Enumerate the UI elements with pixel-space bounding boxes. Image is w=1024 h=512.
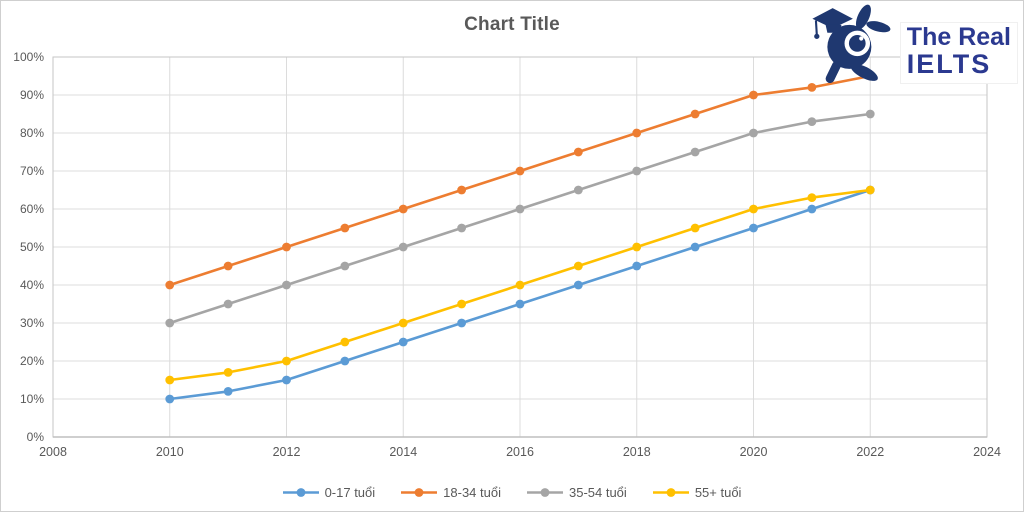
data-point-0-17-tu-i-2011 [223, 387, 233, 396]
data-point-55plus-tu-i-2010 [165, 375, 175, 385]
data-point-18-34-tu-i-2020 [749, 90, 758, 100]
data-point-55plus-tu-i-2019 [690, 223, 700, 233]
brand-name-line2: IELTS [906, 49, 992, 80]
mascot-rabbit-icon [812, 4, 891, 84]
data-point-35-54-tu-i-2012 [282, 280, 291, 290]
data-point-55plus-tu-i-2016 [515, 280, 525, 290]
data-point-35-54-tu-i-2016 [515, 204, 525, 214]
data-point-35-54-tu-i-2020 [749, 128, 758, 138]
x-axis-tick-labels: 2008 2010 2012 2014 2016 2018 2020 2022 2024 [39, 445, 1001, 459]
data-point-35-54-tu-i-2021 [807, 117, 817, 126]
brand-name-line1: The Real [906, 23, 1011, 51]
data-point-0-17-tu-i-2015 [457, 318, 467, 328]
x-tick-label: 2020 [740, 445, 768, 459]
x-tick-label: 2016 [506, 445, 534, 459]
legend-item-18-34-tu-i[interactable]: 18-34 tuổi [401, 485, 501, 500]
gridlines [53, 56, 987, 437]
y-tick-label: 60% [20, 202, 44, 216]
data-point-35-54-tu-i-2010 [165, 318, 175, 328]
data-point-18-34-tu-i-2015 [457, 185, 467, 195]
data-point-0-17-tu-i-2017 [573, 280, 583, 290]
data-point-35-54-tu-i-2019 [690, 147, 700, 157]
x-tick-label: 2014 [389, 445, 417, 459]
data-point-0-17-tu-i-2013 [340, 356, 350, 366]
data-point-35-54-tu-i-2011 [223, 299, 233, 309]
brand-logo: The Real IELTS [806, 2, 1018, 90]
chart-title: Chart Title [464, 14, 560, 35]
x-tick-label: 2010 [156, 445, 184, 459]
data-point-0-17-tu-i-2019 [690, 242, 700, 252]
series-55plus-tu-i [165, 185, 875, 385]
data-point-55plus-tu-i-2012 [282, 356, 291, 366]
data-point-55plus-tu-i-2011 [223, 368, 233, 377]
data-point-18-34-tu-i-2017 [573, 147, 583, 157]
data-point-55plus-tu-i-2017 [573, 261, 583, 271]
y-tick-label: 40% [20, 278, 44, 292]
data-point-18-34-tu-i-2011 [223, 261, 233, 271]
data-point-35-54-tu-i-2018 [632, 166, 642, 176]
y-tick-label: 20% [20, 354, 44, 368]
data-point-55plus-tu-i-2022 [865, 185, 875, 195]
brand-logo-text: The Real IELTS [899, 22, 1018, 84]
series-35-54-tu-i [165, 109, 875, 328]
legend-label-0-17-tu-i: 0-17 tuổi [324, 485, 376, 500]
data-point-18-34-tu-i-2013 [340, 223, 350, 233]
y-tick-label: 80% [20, 126, 44, 140]
data-point-18-34-tu-i-2010 [165, 280, 175, 290]
chart-legend: 0-17 tuổi 18-34 tuổi 35-54 tuổi 55+ tuổi [0, 485, 1024, 500]
data-point-0-17-tu-i-2010 [165, 394, 175, 404]
data-point-35-54-tu-i-2013 [340, 261, 350, 271]
y-tick-label: 100% [13, 50, 44, 64]
data-point-55plus-tu-i-2021 [807, 193, 817, 203]
legend-marker-55plus-tu-i [652, 488, 689, 497]
data-point-0-17-tu-i-2012 [282, 375, 291, 385]
data-point-55plus-tu-i-2013 [340, 337, 350, 347]
data-point-18-34-tu-i-2019 [690, 109, 700, 119]
legend-marker-0-17-tu-i [282, 488, 319, 497]
data-point-0-17-tu-i-2021 [807, 204, 817, 214]
y-tick-label: 0% [27, 430, 45, 444]
y-tick-label: 10% [20, 392, 44, 406]
data-point-0-17-tu-i-2016 [515, 299, 525, 309]
data-point-18-34-tu-i-2012 [282, 242, 291, 252]
legend-item-55plus-tu-i[interactable]: 55+ tuổi [652, 485, 742, 500]
data-point-0-17-tu-i-2014 [398, 337, 408, 347]
legend-label-55plus-tu-i: 55+ tuổi [694, 485, 742, 500]
data-point-55plus-tu-i-2015 [457, 299, 467, 309]
x-tick-label: 2008 [39, 445, 67, 459]
legend-item-0-17-tu-i[interactable]: 0-17 tuổi [282, 485, 376, 500]
legend-label-35-54-tu-i: 35-54 tuổi [568, 485, 627, 500]
x-tick-label: 2018 [623, 445, 651, 459]
data-point-35-54-tu-i-2015 [457, 223, 467, 233]
x-tick-label: 2022 [856, 445, 884, 459]
y-tick-label: 50% [20, 240, 44, 254]
data-point-35-54-tu-i-2014 [398, 242, 408, 252]
x-tick-label: 2024 [973, 445, 1001, 459]
y-tick-label: 70% [20, 164, 44, 178]
data-point-18-34-tu-i-2018 [632, 128, 642, 138]
data-point-0-17-tu-i-2020 [749, 223, 758, 233]
legend-marker-18-34-tu-i [401, 488, 438, 497]
legend-marker-35-54-tu-i [526, 488, 563, 497]
series-18-34-tu-i [165, 71, 875, 290]
y-tick-label: 30% [20, 316, 44, 330]
y-axis-tick-labels: 0% 10% 20% 30% 40% 50% 60% 70% 80% 90% 100% [13, 50, 44, 444]
data-point-0-17-tu-i-2018 [632, 261, 642, 271]
data-point-18-34-tu-i-2021 [807, 83, 817, 92]
data-point-35-54-tu-i-2022 [865, 109, 875, 119]
data-point-18-34-tu-i-2016 [515, 166, 525, 176]
data-point-35-54-tu-i-2017 [573, 185, 583, 195]
legend-label-18-34-tu-i: 18-34 tuổi [443, 485, 501, 500]
data-point-55plus-tu-i-2020 [749, 204, 758, 214]
legend-item-35-54-tu-i[interactable]: 35-54 tuổi [526, 485, 627, 500]
y-tick-label: 90% [20, 88, 44, 102]
x-tick-label: 2012 [273, 445, 301, 459]
data-point-55plus-tu-i-2014 [398, 318, 408, 328]
data-point-55plus-tu-i-2018 [632, 242, 642, 252]
data-point-18-34-tu-i-2014 [398, 204, 408, 214]
